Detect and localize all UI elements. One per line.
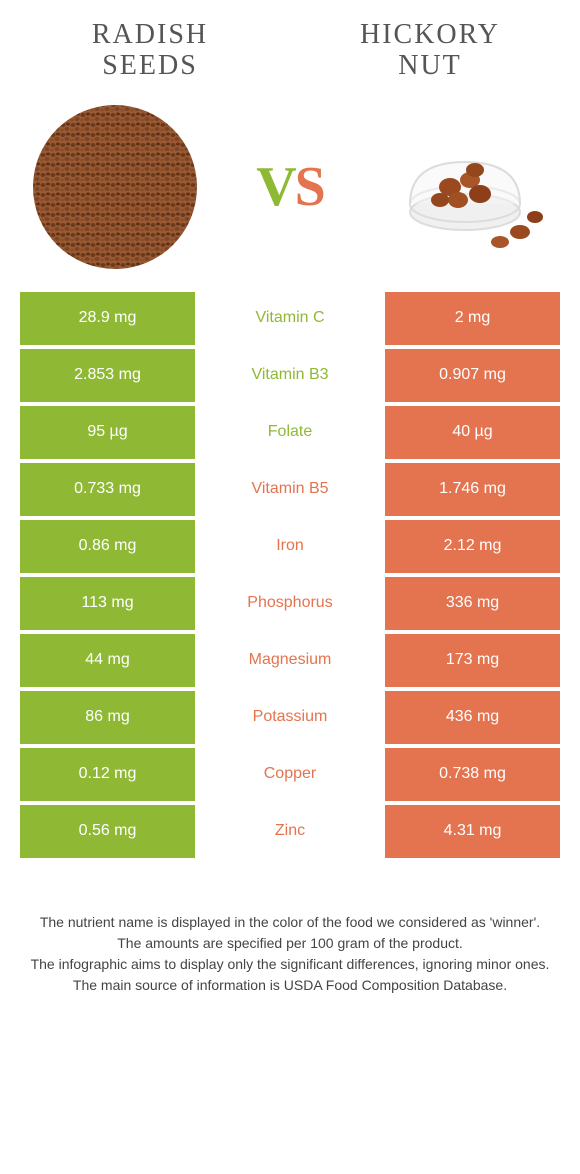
nutrient-name: Zinc: [195, 805, 385, 858]
vs-s: S: [295, 156, 324, 218]
nutrient-name: Copper: [195, 748, 385, 801]
left-value: 0.56 mg: [20, 805, 195, 858]
footer-line: The nutrient name is displayed in the co…: [30, 912, 550, 933]
left-value: 86 mg: [20, 691, 195, 744]
left-value: 0.12 mg: [20, 748, 195, 801]
table-row: 0.12 mg Copper 0.738 mg: [20, 748, 560, 801]
right-value: 173 mg: [385, 634, 560, 687]
right-value: 40 µg: [385, 406, 560, 459]
left-value: 28.9 mg: [20, 292, 195, 345]
left-value: 113 mg: [20, 577, 195, 630]
header: Radish seeds Hickory nut: [0, 0, 580, 92]
footer-notes: The nutrient name is displayed in the co…: [0, 862, 580, 1016]
comparison-table: 28.9 mg Vitamin C 2 mg 2.853 mg Vitamin …: [20, 292, 560, 858]
table-row: 86 mg Potassium 436 mg: [20, 691, 560, 744]
footer-line: The main source of information is USDA F…: [30, 975, 550, 996]
right-value: 336 mg: [385, 577, 560, 630]
nutrient-name: Vitamin C: [195, 292, 385, 345]
table-row: 28.9 mg Vitamin C 2 mg: [20, 292, 560, 345]
footer-line: The infographic aims to display only the…: [30, 954, 550, 975]
table-row: 95 µg Folate 40 µg: [20, 406, 560, 459]
left-value: 0.86 mg: [20, 520, 195, 573]
table-row: 2.853 mg Vitamin B3 0.907 mg: [20, 349, 560, 402]
left-food-title: Radish seeds: [50, 20, 250, 82]
table-row: 113 mg Phosphorus 336 mg: [20, 577, 560, 630]
vs-label: VS: [256, 155, 324, 219]
right-value: 0.738 mg: [385, 748, 560, 801]
nutrient-name: Folate: [195, 406, 385, 459]
nutrient-name: Vitamin B5: [195, 463, 385, 516]
radish-seeds-image: [30, 102, 200, 272]
nutrient-name: Vitamin B3: [195, 349, 385, 402]
table-row: 0.56 mg Zinc 4.31 mg: [20, 805, 560, 858]
left-value: 95 µg: [20, 406, 195, 459]
left-value: 44 mg: [20, 634, 195, 687]
infographic-container: Radish seeds Hickory nut VS: [0, 0, 580, 1174]
nutrient-name: Magnesium: [195, 634, 385, 687]
left-value: 0.733 mg: [20, 463, 195, 516]
vs-v: V: [256, 156, 294, 218]
left-value: 2.853 mg: [20, 349, 195, 402]
nutrient-name: Potassium: [195, 691, 385, 744]
right-value: 2.12 mg: [385, 520, 560, 573]
right-value: 2 mg: [385, 292, 560, 345]
right-value: 436 mg: [385, 691, 560, 744]
right-value: 0.907 mg: [385, 349, 560, 402]
footer-line: The amounts are specified per 100 gram o…: [30, 933, 550, 954]
hickory-nut-image: [380, 102, 550, 272]
table-row: 0.86 mg Iron 2.12 mg: [20, 520, 560, 573]
nutrient-name: Iron: [195, 520, 385, 573]
images-row: VS: [0, 92, 580, 292]
nutrient-name: Phosphorus: [195, 577, 385, 630]
right-value: 4.31 mg: [385, 805, 560, 858]
table-row: 44 mg Magnesium 173 mg: [20, 634, 560, 687]
right-food-title: Hickory nut: [330, 20, 530, 82]
table-row: 0.733 mg Vitamin B5 1.746 mg: [20, 463, 560, 516]
right-value: 1.746 mg: [385, 463, 560, 516]
